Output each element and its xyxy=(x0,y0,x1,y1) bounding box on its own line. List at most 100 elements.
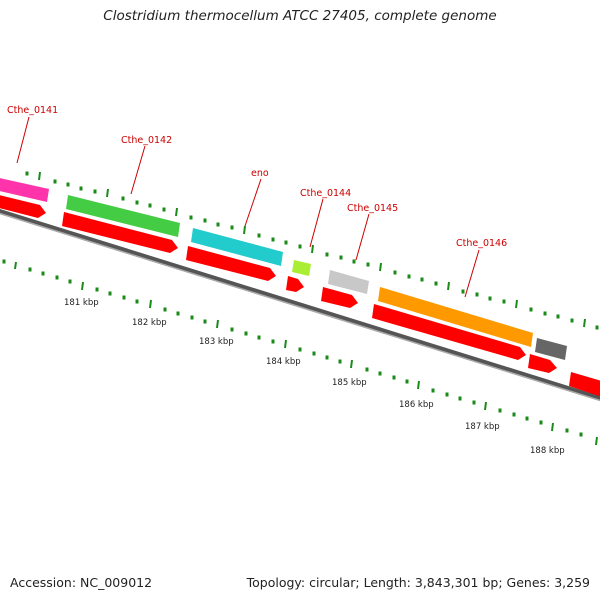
kbp-label: 181 kbp xyxy=(64,298,99,308)
tick-dot xyxy=(407,274,411,279)
cog-bar xyxy=(292,260,311,276)
tick-dot xyxy=(339,255,343,260)
gene-label: eno xyxy=(251,168,269,179)
tick-dot xyxy=(230,225,234,230)
tick-dot xyxy=(325,355,329,360)
tick-dot xyxy=(502,299,506,304)
tick-dot xyxy=(458,396,462,401)
tick-major xyxy=(595,436,598,446)
tick-dot xyxy=(366,262,370,267)
tick-major xyxy=(284,339,287,349)
gene-label: Cthe_0144 xyxy=(300,188,351,199)
map-title: Clostridium thermocellum ATCC 27405, com… xyxy=(103,8,497,24)
cds-arrow xyxy=(372,304,526,360)
tick-dot xyxy=(298,347,302,352)
tick-dot xyxy=(284,240,288,245)
cog-bar xyxy=(0,178,49,202)
tick-dot xyxy=(298,244,302,249)
kbp-label: 186 kbp xyxy=(399,400,434,410)
tick-dot xyxy=(431,388,435,393)
tick-major xyxy=(106,188,109,198)
tick-major xyxy=(350,359,353,369)
tick-dot xyxy=(41,271,45,276)
tick-major xyxy=(216,319,219,329)
tick-dot xyxy=(498,408,502,413)
tick-major xyxy=(484,401,487,411)
tick-major xyxy=(583,318,586,328)
tick-major xyxy=(311,244,314,254)
tick-dot xyxy=(512,412,516,417)
tick-dot xyxy=(543,311,547,316)
tick-dot xyxy=(28,267,32,272)
tick-major xyxy=(175,207,178,217)
tick-dot xyxy=(53,179,57,184)
tick-dot xyxy=(445,392,449,397)
tick-dot xyxy=(338,359,342,364)
tick-dot xyxy=(55,275,59,280)
tick-major xyxy=(81,281,84,291)
tick-dot xyxy=(203,319,207,324)
tick-dot xyxy=(163,307,167,312)
tick-dot xyxy=(434,281,438,286)
tick-dot xyxy=(488,296,492,301)
tick-dot xyxy=(176,311,180,316)
tick-dot xyxy=(352,259,356,264)
gene-label: Cthe_0141 xyxy=(7,105,58,116)
tick-major xyxy=(243,225,246,235)
tick-dot xyxy=(190,315,194,320)
gene-label: Cthe_0142 xyxy=(121,135,172,146)
tick-major xyxy=(149,299,152,309)
tick-dot xyxy=(405,379,409,384)
tick-dot xyxy=(271,339,275,344)
tick-dot xyxy=(203,218,207,223)
gene-label: Cthe_0146 xyxy=(456,238,507,249)
tick-dot xyxy=(79,186,83,191)
cog-bar xyxy=(66,195,180,237)
kbp-label: 185 kbp xyxy=(332,378,367,388)
cds-arrow-track xyxy=(0,195,600,397)
tick-dot xyxy=(529,307,533,312)
tick-dot xyxy=(378,371,382,376)
cds-arrow xyxy=(186,246,276,281)
tick-dot xyxy=(312,351,316,356)
cds-arrow xyxy=(62,212,178,253)
leader-line xyxy=(309,198,324,248)
kbp-label: 184 kbp xyxy=(266,357,301,367)
tick-dot xyxy=(189,215,193,220)
cog-bar xyxy=(191,228,283,266)
tick-dot xyxy=(95,287,99,292)
cog-bar xyxy=(328,270,369,294)
tick-dot xyxy=(570,318,574,323)
cog-feature-track xyxy=(0,178,567,360)
tick-major xyxy=(447,281,450,291)
tick-dot xyxy=(525,416,529,421)
cds-arrow xyxy=(321,287,358,308)
kbp-label: 182 kbp xyxy=(132,318,167,328)
tick-dot xyxy=(148,203,152,208)
cog-bar xyxy=(378,287,533,347)
accession-text: Accession: NC_009012 xyxy=(10,575,153,590)
cds-arrow xyxy=(0,195,46,218)
tick-dot xyxy=(475,292,479,297)
gene-label: Cthe_0145 xyxy=(347,203,398,214)
inner-tick-track xyxy=(2,259,598,446)
tick-dot xyxy=(108,291,112,296)
tick-dot xyxy=(461,289,465,294)
tick-dot xyxy=(579,432,583,437)
tick-major xyxy=(379,262,382,272)
tick-dot xyxy=(2,259,6,264)
tick-major xyxy=(417,380,420,390)
tick-dot xyxy=(162,207,166,212)
tick-dot xyxy=(565,428,569,433)
cds-arrow xyxy=(528,354,557,373)
tick-dot xyxy=(68,279,72,284)
cds-arrow xyxy=(286,276,304,292)
outer-tick-track xyxy=(25,171,599,330)
tick-dot xyxy=(25,171,29,176)
leader-line xyxy=(244,178,262,227)
tick-dot xyxy=(122,295,126,300)
genome-stats-text: Topology: circular; Length: 3,843,301 bp… xyxy=(246,575,590,590)
tick-dot xyxy=(216,222,220,227)
cds-arrow xyxy=(569,372,600,397)
